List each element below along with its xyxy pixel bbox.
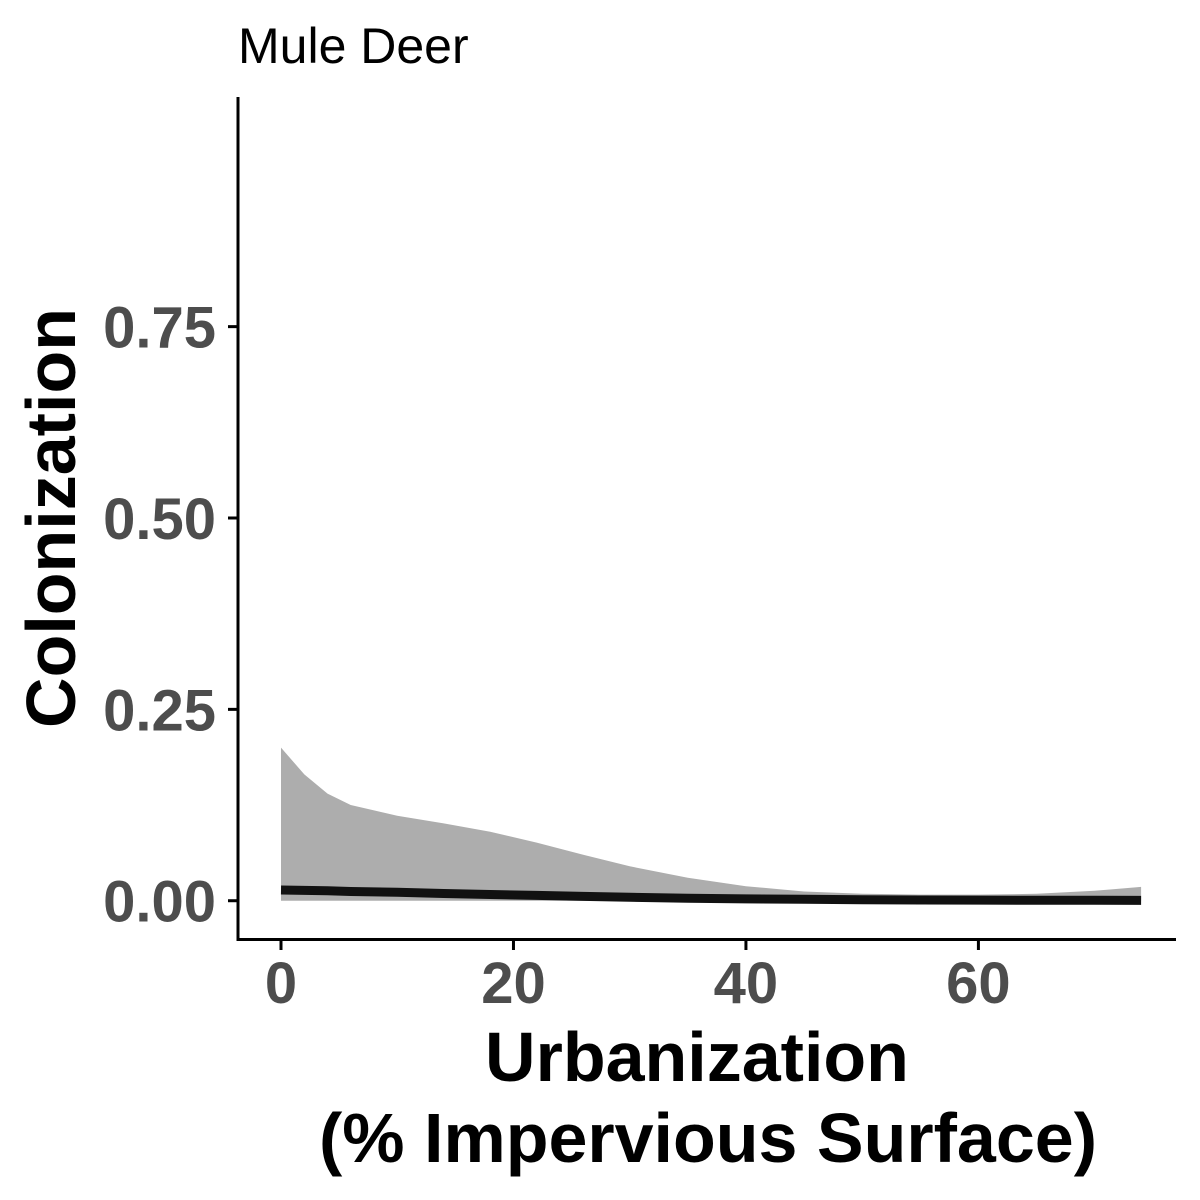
y-tick-label: 0.25 — [103, 678, 216, 743]
y-tick-label: 0.50 — [103, 487, 216, 552]
x-tick-label: 60 — [946, 951, 1011, 1016]
confidence-ribbon — [281, 747, 1142, 901]
y-tick-label: 0.00 — [103, 870, 216, 935]
y-tick-label: 0.75 — [103, 296, 216, 361]
y-axis-ticks: 0.00 0.25 0.50 0.75 — [103, 296, 238, 935]
x-tick-label: 20 — [481, 951, 546, 1016]
plot-area — [280, 747, 1142, 905]
x-axis-ticks: 0 20 40 60 — [265, 939, 1011, 1016]
x-tick-label: 0 — [265, 951, 297, 1016]
chart-title: Mule Deer — [238, 18, 469, 74]
y-axis-title: Colonization — [12, 308, 90, 728]
x-axis-title-line-2: (% Impervious Surface) — [319, 1099, 1097, 1177]
fitted-line — [280, 885, 1142, 905]
x-tick-label: 40 — [714, 951, 779, 1016]
x-axis-title-line-1: Urbanization — [485, 1018, 909, 1096]
